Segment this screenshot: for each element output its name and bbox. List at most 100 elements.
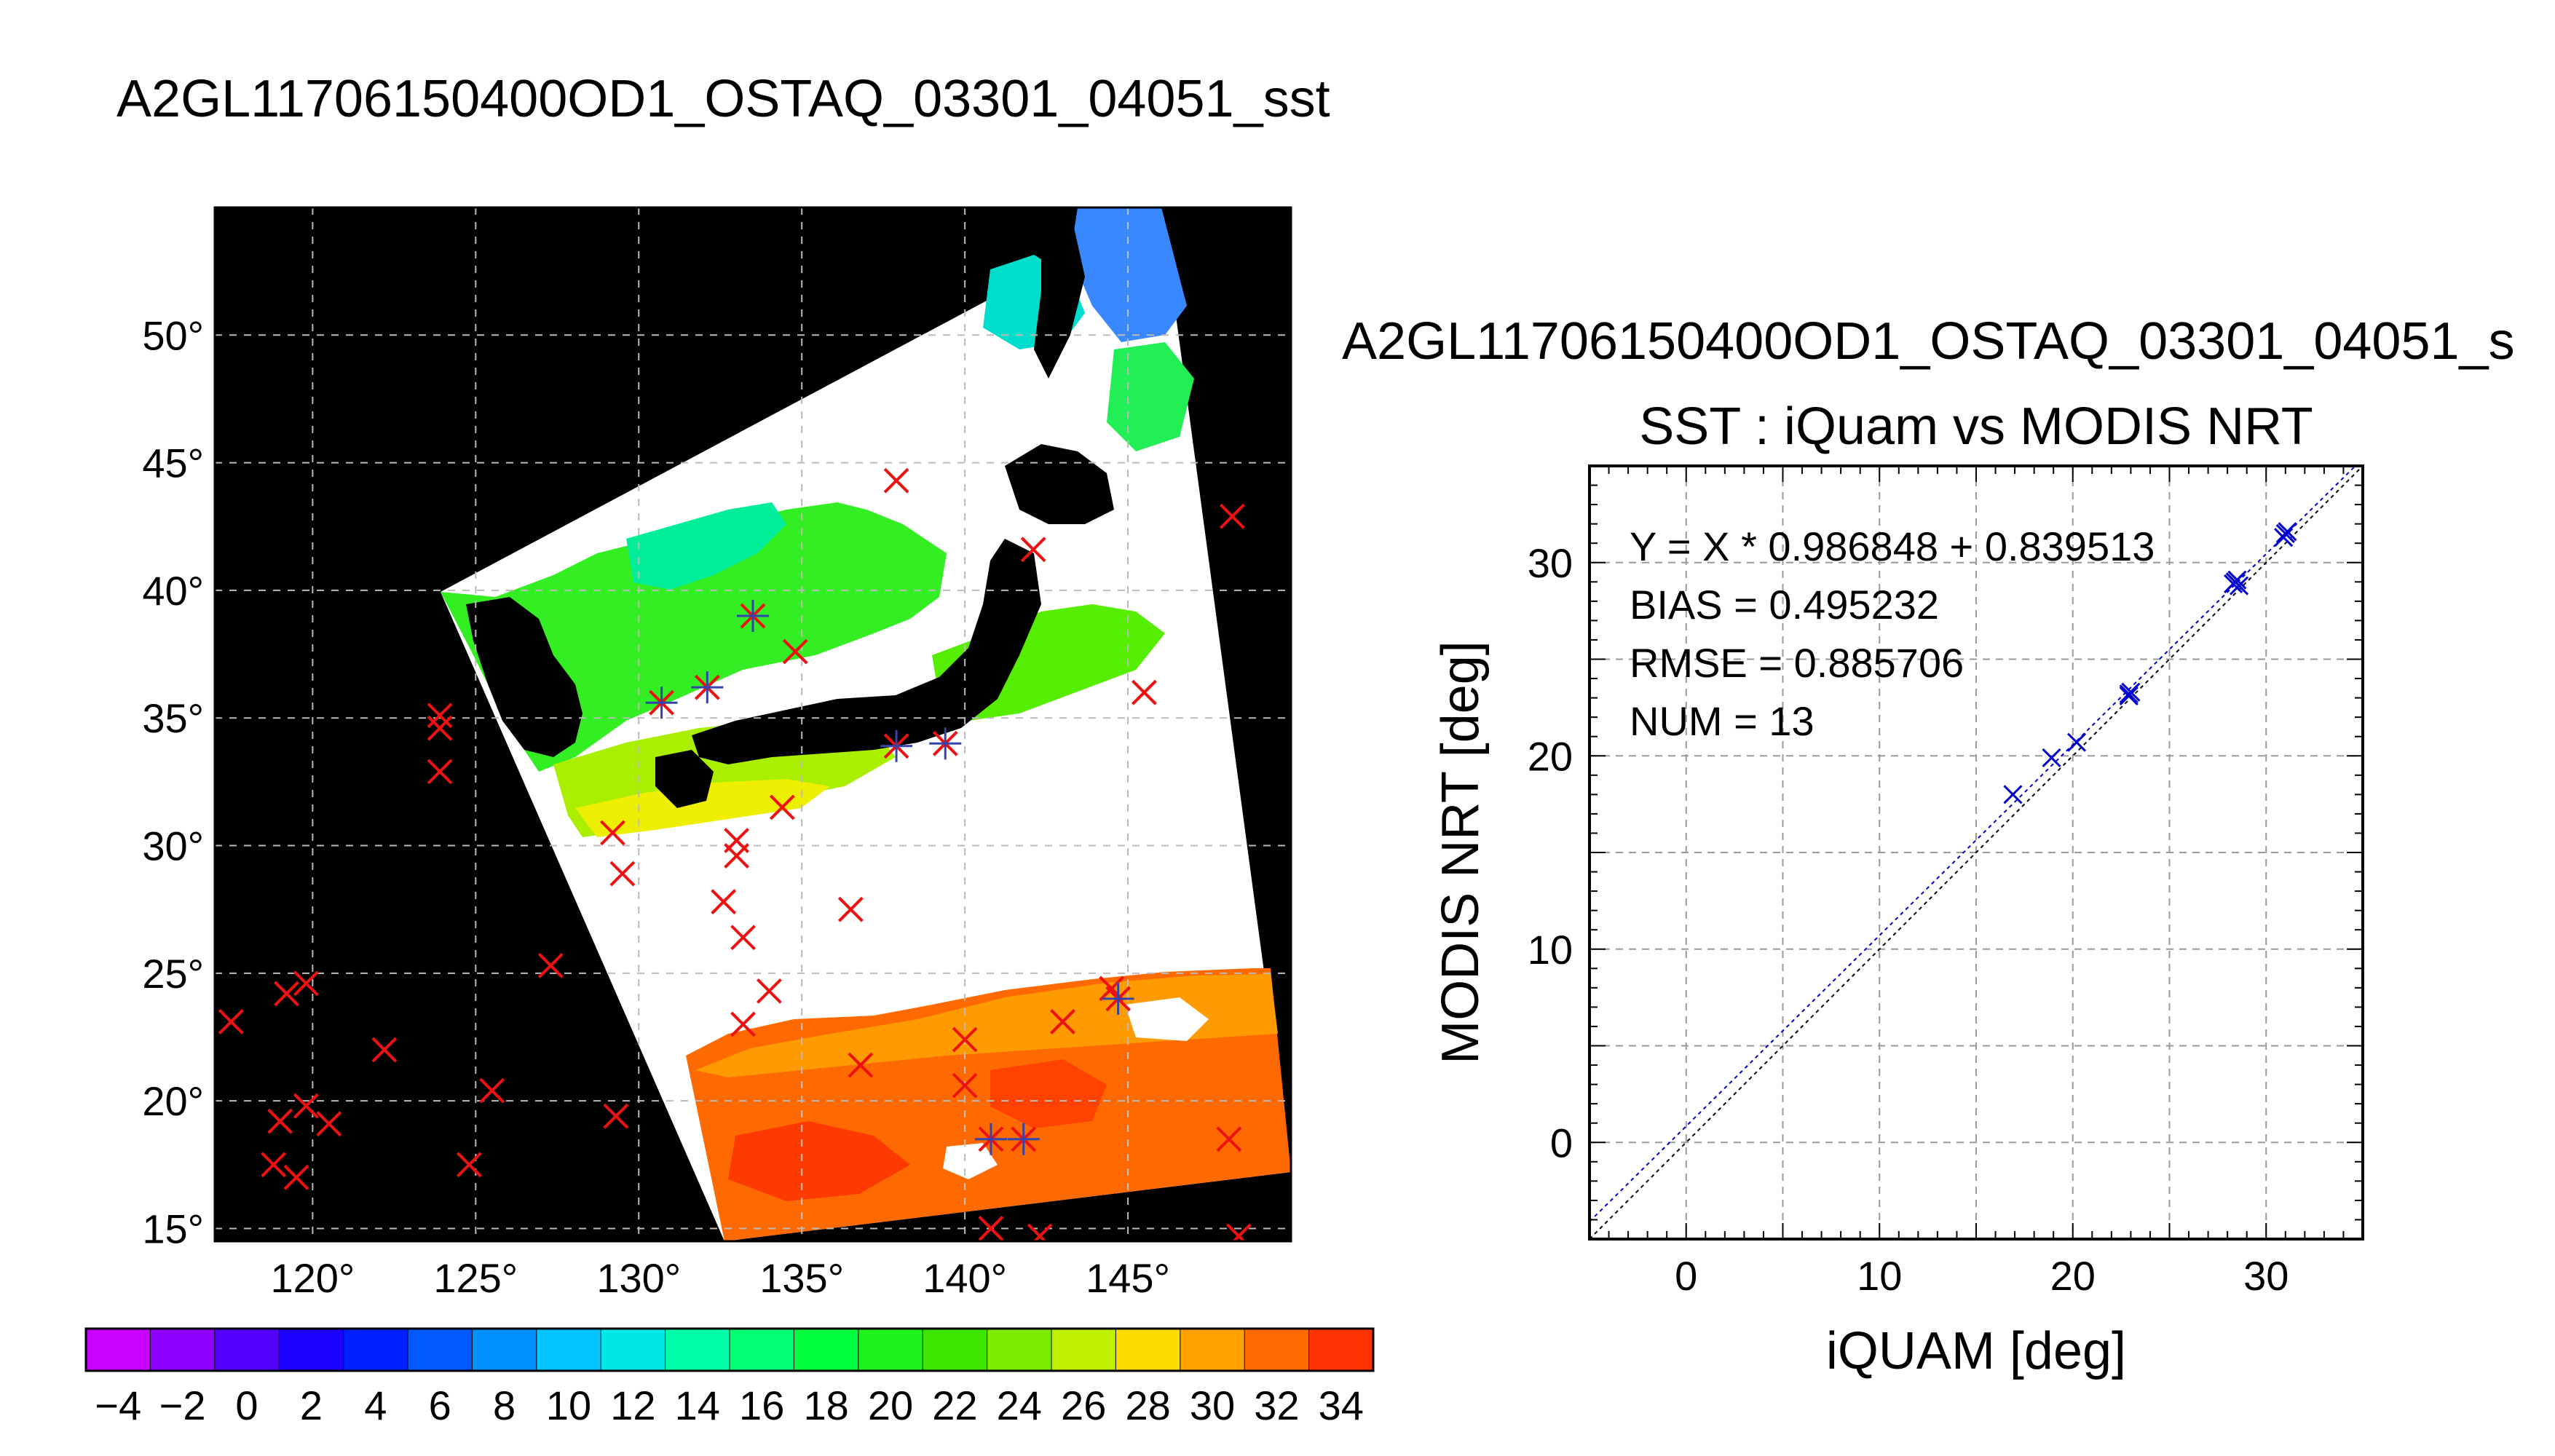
colorbar-frame xyxy=(84,1327,1375,1372)
matched-marker xyxy=(1007,1123,1040,1155)
colorbar-segment xyxy=(214,1328,280,1372)
colorbar-segment xyxy=(858,1328,924,1372)
y-tick-label: 10 xyxy=(1528,927,1573,973)
lon-tick-label: 120° xyxy=(270,1255,355,1301)
match-marker xyxy=(603,1103,629,1129)
map-frame xyxy=(213,206,1292,1243)
match-marker xyxy=(952,1072,978,1099)
match-marker xyxy=(261,1152,287,1178)
match-marker xyxy=(267,1108,293,1134)
x-tick-label: 10 xyxy=(1857,1253,1902,1299)
x-tick-labels: 0 10 20 30 xyxy=(1675,1253,2289,1299)
x-tick-label: 20 xyxy=(2050,1253,2096,1299)
colorbar-segment xyxy=(1051,1328,1117,1372)
stats-rmse: RMSE = 0.885706 xyxy=(1630,640,1964,686)
colorbar-tick-label: 4 xyxy=(364,1382,387,1428)
y-tick-label: 0 xyxy=(1550,1120,1573,1166)
colorbar-segment xyxy=(85,1328,151,1372)
main-title: A2GL11706150400OD1_OSTAQ_03301_04051_sst xyxy=(117,70,1330,128)
match-marker xyxy=(1216,1126,1242,1152)
swath-white-patch-south xyxy=(1125,997,1209,1041)
chart-title: SST : iQuam vs MODIS NRT xyxy=(1639,397,2313,456)
land-korea xyxy=(466,597,583,757)
match-marker xyxy=(1132,679,1157,705)
colorbar-segment xyxy=(1180,1328,1246,1372)
swath-white-patch-south-2 xyxy=(943,1143,998,1179)
matched-marker xyxy=(880,729,913,762)
colorbar-segment xyxy=(149,1328,216,1372)
colorbar-segment xyxy=(600,1328,666,1372)
lat-tick-label: 40° xyxy=(142,568,204,614)
land-kyushu xyxy=(655,750,714,808)
match-marker xyxy=(848,1052,874,1078)
colorbar-tick-label: 10 xyxy=(546,1382,591,1428)
lat-tick-label: 25° xyxy=(142,951,204,997)
match-marker xyxy=(371,1037,398,1063)
land-honshu xyxy=(692,539,1041,764)
lat-tick-label: 15° xyxy=(142,1206,204,1251)
scatter-point xyxy=(2042,748,2061,767)
lat-tick-label: 45° xyxy=(142,440,204,486)
colorbar-tick-label: 28 xyxy=(1125,1382,1170,1428)
stats-num: NUM = 13 xyxy=(1630,698,1814,744)
colorbar-tick-labels: −4 −2 0 2 4 6 8 10 12 14 16 18 20 22 24 26 28 30 32 34 xyxy=(95,1382,1364,1428)
colorbar-tick-label: 14 xyxy=(675,1382,720,1428)
match-marker xyxy=(730,1011,756,1037)
lat-tick-label: 50° xyxy=(142,312,204,358)
colorbar-segment xyxy=(922,1328,988,1372)
match-marker xyxy=(283,1164,309,1190)
colorbar-tick-label: 34 xyxy=(1319,1382,1364,1428)
stats-box: Y = X * 0.986848 + 0.839513 BIAS = 0.495… xyxy=(1630,523,2155,744)
lon-tick-label: 140° xyxy=(923,1255,1007,1301)
scatter-minor-ticks xyxy=(1589,465,2364,1240)
match-marker xyxy=(724,843,750,869)
swath-warm-band-upper xyxy=(695,974,1278,1077)
stats-bias: BIAS = 0.495232 xyxy=(1630,582,1939,628)
matched-marker xyxy=(974,1123,1007,1155)
match-marker xyxy=(952,1026,978,1053)
match-marker xyxy=(1027,1223,1053,1241)
matched-marker xyxy=(691,671,724,704)
colorbar-tick-label: 22 xyxy=(932,1382,977,1428)
colorbar-tick-label: 20 xyxy=(868,1382,913,1428)
colorbar-segment xyxy=(1244,1328,1310,1372)
land-hokkaido xyxy=(1005,444,1114,524)
match-marker xyxy=(883,467,909,494)
stats-fit-equation: Y = X * 0.986848 + 0.839513 xyxy=(1630,523,2155,569)
match-marker xyxy=(479,1077,505,1104)
match-marker xyxy=(293,970,319,997)
colorbar-segment xyxy=(343,1328,409,1372)
scatter-point xyxy=(2225,572,2245,592)
match-marker xyxy=(1225,1223,1252,1241)
x-tick-label: 30 xyxy=(2243,1253,2289,1299)
scatter-plot: SST : iQuam vs MODIS NRT 0 10 20 30 0 10 20 30… xyxy=(1431,397,2364,1380)
scatter-point xyxy=(2275,523,2295,543)
map-lon-tick-labels: 120° 125° 130° 135° 140° 145° xyxy=(270,1255,1170,1301)
y-tick-label: 20 xyxy=(1528,733,1573,779)
match-markers xyxy=(218,467,1252,1241)
match-marker xyxy=(1219,503,1245,529)
colorbar-tick-label: −4 xyxy=(95,1382,141,1428)
scatter-point xyxy=(2274,528,2294,547)
colorbar-tick-label: 12 xyxy=(610,1382,655,1428)
match-marker xyxy=(769,794,795,820)
identity-line xyxy=(1590,466,2363,1239)
lat-tick-label: 30° xyxy=(142,823,204,869)
colorbar-segment xyxy=(407,1328,473,1372)
sst-map: 120° 125° 130° 135° 140° 145° 50° 45° 40° 35° 30°… xyxy=(142,206,1292,1301)
colorbar-segment xyxy=(729,1328,795,1372)
y-tick-label: 30 xyxy=(1528,540,1573,586)
lon-tick-label: 135° xyxy=(759,1255,844,1301)
scatter-point xyxy=(2066,732,2087,752)
match-marker xyxy=(730,925,756,951)
x-axis-label: iQUAM [deg] xyxy=(1826,1322,2126,1380)
match-marker xyxy=(978,1216,1004,1241)
match-marker xyxy=(293,1093,319,1119)
swath-cyan-north xyxy=(626,502,786,590)
match-marker xyxy=(316,1111,342,1137)
match-marker xyxy=(756,978,782,1004)
match-marker xyxy=(711,889,737,915)
scatter-points xyxy=(2003,522,2297,804)
colorbar-tick-label: 30 xyxy=(1190,1382,1235,1428)
